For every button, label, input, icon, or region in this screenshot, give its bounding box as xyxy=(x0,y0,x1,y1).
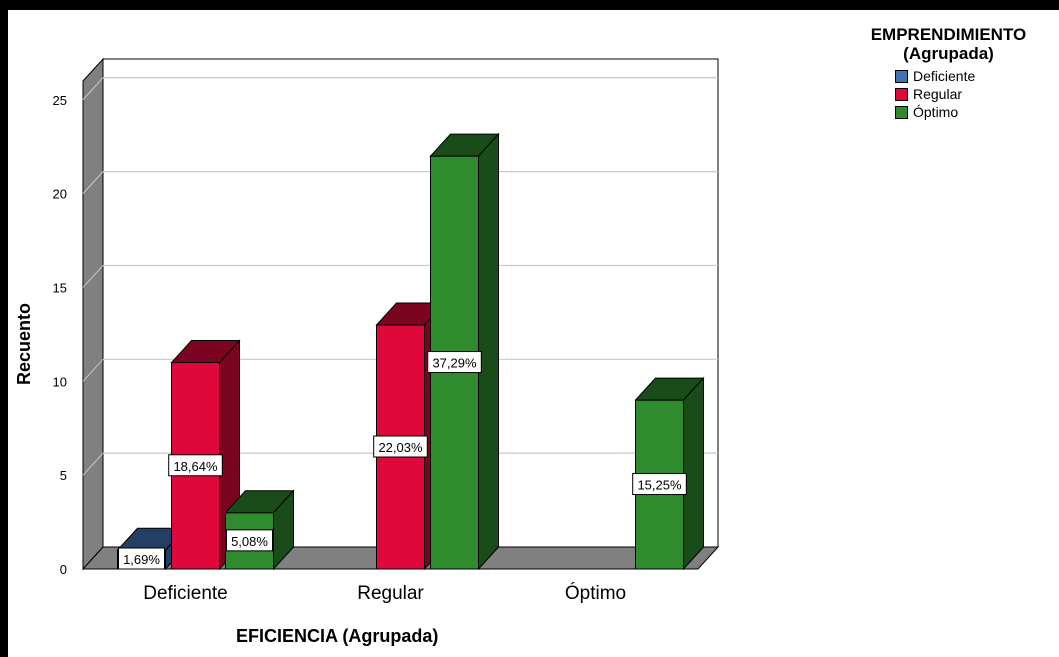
data-label: 15,25% xyxy=(632,473,687,496)
legend-swatch xyxy=(895,87,908,101)
data-label: 1,69% xyxy=(118,547,165,570)
data-label: 37,29% xyxy=(427,351,482,374)
data-label: 18,64% xyxy=(168,454,223,477)
svg-text:22,03%: 22,03% xyxy=(378,440,423,455)
gridline-side xyxy=(82,265,104,288)
x-tick-label: Regular xyxy=(357,583,424,604)
chart-frame: 1,69% 18,64% 5,08% 22,03% 37,29% 15,25% 0 5 10 1… xyxy=(8,10,1059,657)
x-tick-label: Óptimo xyxy=(565,582,626,604)
data-label: 5,08% xyxy=(226,529,273,552)
legend-swatch xyxy=(895,105,908,119)
y-tick-label: 5 xyxy=(60,468,67,483)
legend-swatch xyxy=(895,69,908,83)
bar-chart: 1,69% 18,64% 5,08% 22,03% 37,29% 15,25% 0 5 10 1… xyxy=(53,57,720,604)
y-tick-label: 0 xyxy=(60,562,67,577)
legend-label: Regular xyxy=(913,86,963,102)
data-label: 22,03% xyxy=(373,435,428,458)
legend-label: Óptimo xyxy=(913,104,959,120)
svg-text:18,64%: 18,64% xyxy=(173,459,218,474)
legend-item: Deficiente xyxy=(895,67,1059,85)
gridline-side xyxy=(82,358,104,382)
bar xyxy=(634,376,705,571)
x-tick-label: Deficiente xyxy=(143,583,228,604)
legend: EMPRENDIMIENTO (Agrupada) Deficiente Regu… xyxy=(836,25,1059,121)
legend-items: Deficiente Regular Óptimo xyxy=(895,67,1059,121)
y-tick-label: 15 xyxy=(53,280,67,295)
legend-item: Regular xyxy=(895,85,1059,103)
y-tick-label: 20 xyxy=(53,187,67,202)
svg-text:37,29%: 37,29% xyxy=(432,356,477,371)
y-tick-label: 25 xyxy=(53,93,67,108)
legend-label: Deficiente xyxy=(913,68,976,84)
y-tick-label: 10 xyxy=(53,374,67,389)
legend-item: Óptimo xyxy=(895,103,1059,121)
gridline-side xyxy=(82,452,104,476)
svg-text:15,25%: 15,25% xyxy=(637,478,682,493)
gridline-side xyxy=(82,171,104,194)
x-axis-label: EFICIENCIA (Agrupada) xyxy=(236,626,439,646)
svg-text:1,69%: 1,69% xyxy=(123,552,160,567)
gridline-side xyxy=(82,77,104,101)
left-wall xyxy=(82,57,104,571)
svg-text:5,08%: 5,08% xyxy=(231,534,268,549)
legend-title: EMPRENDIMIENTO (Agrupada) xyxy=(870,25,1027,63)
y-axis-label: Recuento xyxy=(14,302,34,385)
